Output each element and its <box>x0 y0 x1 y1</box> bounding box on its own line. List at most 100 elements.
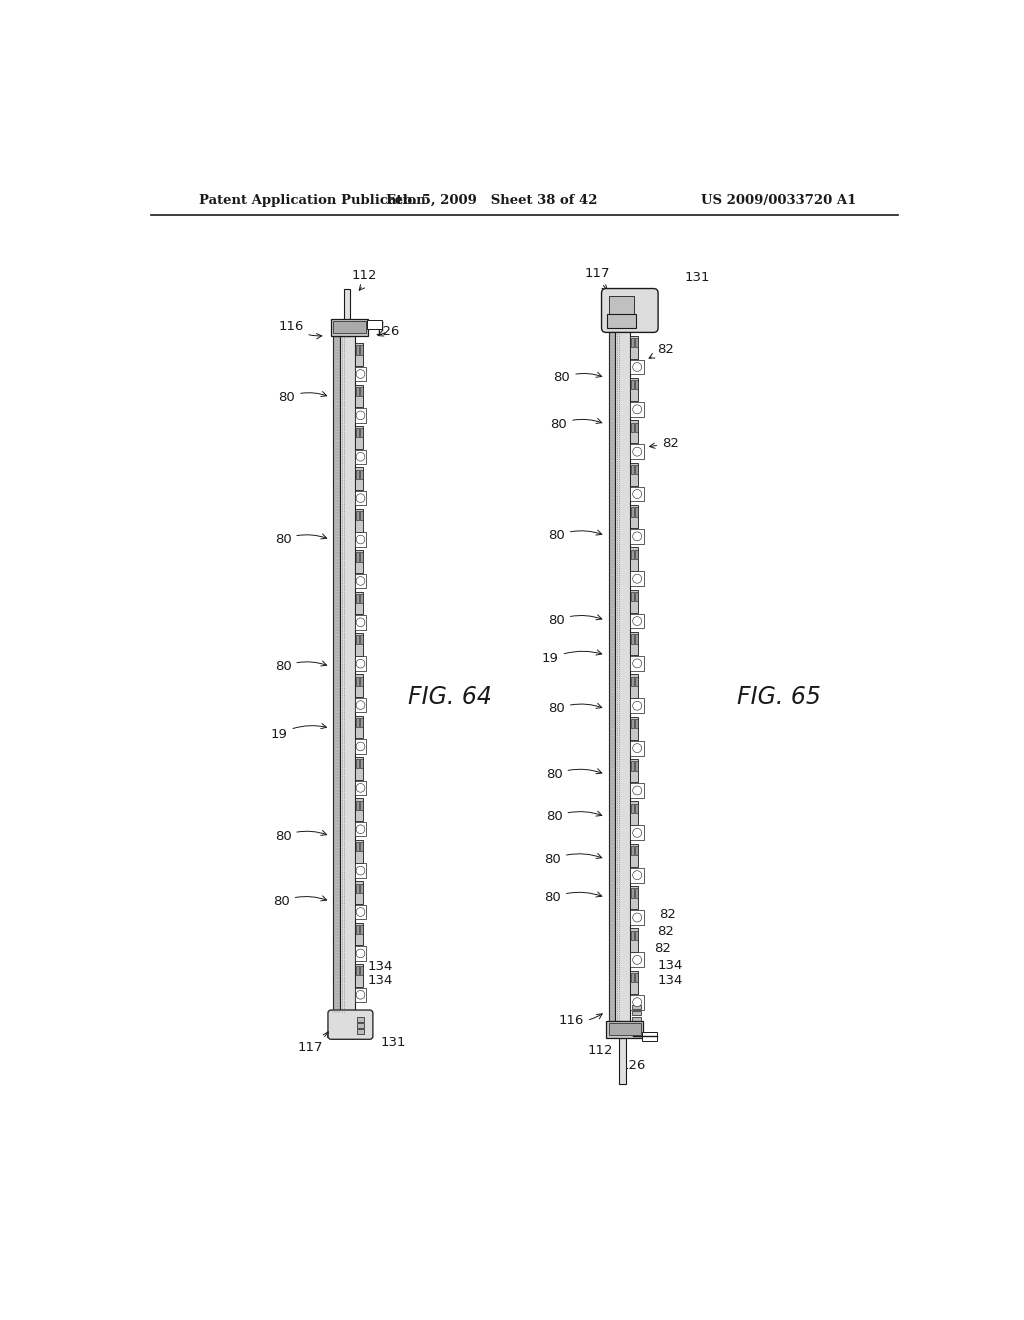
Bar <box>630 445 644 459</box>
Bar <box>630 953 644 968</box>
Bar <box>632 1005 641 1010</box>
Bar <box>631 422 635 432</box>
Text: 134: 134 <box>657 974 683 987</box>
Text: 131: 131 <box>685 271 711 284</box>
Circle shape <box>633 616 642 626</box>
Text: FIG. 64: FIG. 64 <box>408 685 492 709</box>
Bar <box>355 987 366 1002</box>
Circle shape <box>356 784 365 792</box>
Bar <box>359 759 364 768</box>
Bar <box>356 470 359 479</box>
Bar <box>359 677 364 685</box>
Bar <box>609 296 634 322</box>
Bar <box>630 335 638 359</box>
Circle shape <box>356 411 365 420</box>
Text: 80: 80 <box>273 895 327 908</box>
Bar <box>356 1023 365 1028</box>
Bar <box>630 590 638 612</box>
Bar <box>356 387 359 396</box>
Bar <box>630 801 638 825</box>
Bar <box>356 594 359 603</box>
Text: Patent Application Publication: Patent Application Publication <box>200 194 426 207</box>
Circle shape <box>633 871 642 879</box>
Bar <box>631 973 635 982</box>
Bar <box>630 548 638 570</box>
Bar <box>614 327 630 1020</box>
Bar <box>359 718 364 727</box>
Bar <box>631 380 635 389</box>
Text: 126: 126 <box>621 1059 646 1072</box>
FancyBboxPatch shape <box>601 289 658 333</box>
Bar <box>355 384 362 408</box>
Bar <box>635 931 638 940</box>
Text: 80: 80 <box>274 660 327 673</box>
Bar <box>635 338 638 347</box>
Bar <box>631 677 635 686</box>
Bar <box>631 804 635 813</box>
Text: 19: 19 <box>542 649 602 665</box>
Text: 112: 112 <box>351 269 377 290</box>
Bar <box>359 635 364 644</box>
Bar <box>356 883 359 892</box>
Bar <box>355 739 366 754</box>
Bar <box>331 318 369 335</box>
Circle shape <box>356 866 365 875</box>
Bar <box>355 491 366 506</box>
Bar <box>631 507 635 516</box>
Bar <box>356 801 359 810</box>
Bar <box>635 973 638 982</box>
Text: 80: 80 <box>548 529 602 543</box>
Circle shape <box>356 908 365 916</box>
Bar <box>630 529 644 544</box>
Bar <box>355 426 362 449</box>
Bar <box>355 698 366 713</box>
Bar <box>359 346 364 355</box>
Bar <box>355 904 366 919</box>
Bar <box>630 487 644 502</box>
Bar <box>635 465 638 474</box>
Bar <box>356 511 359 520</box>
Bar <box>635 719 638 729</box>
Bar <box>630 825 644 841</box>
Bar <box>359 883 364 892</box>
Bar <box>355 367 366 381</box>
Bar <box>355 675 362 697</box>
Bar <box>355 343 362 366</box>
Text: 80: 80 <box>548 702 602 715</box>
Bar <box>630 506 638 528</box>
Bar <box>344 289 350 335</box>
Bar <box>631 338 635 347</box>
Bar <box>630 675 638 697</box>
Circle shape <box>633 490 642 499</box>
Bar <box>635 677 638 686</box>
Bar <box>630 698 644 713</box>
Bar <box>635 846 638 855</box>
Bar <box>355 923 362 945</box>
Bar <box>630 717 638 741</box>
Bar <box>356 1016 365 1022</box>
Bar <box>635 591 638 601</box>
Bar <box>606 1020 643 1038</box>
Circle shape <box>356 370 365 379</box>
Text: 116: 116 <box>559 1014 602 1027</box>
Bar <box>630 572 644 586</box>
Bar <box>356 925 359 935</box>
Text: 80: 80 <box>545 853 602 866</box>
Bar <box>359 801 364 810</box>
Bar <box>359 552 364 561</box>
Bar <box>635 635 638 644</box>
Bar <box>635 507 638 516</box>
Circle shape <box>633 532 642 541</box>
Circle shape <box>633 574 642 583</box>
Bar <box>642 1032 657 1040</box>
Circle shape <box>633 913 642 921</box>
Bar <box>359 387 364 396</box>
Bar <box>356 677 359 685</box>
Text: 80: 80 <box>548 614 602 627</box>
Text: 80: 80 <box>274 829 327 842</box>
Text: 80: 80 <box>554 371 602 384</box>
Bar <box>635 804 638 813</box>
Bar <box>355 467 362 490</box>
Bar <box>356 428 359 437</box>
Bar <box>356 842 359 851</box>
